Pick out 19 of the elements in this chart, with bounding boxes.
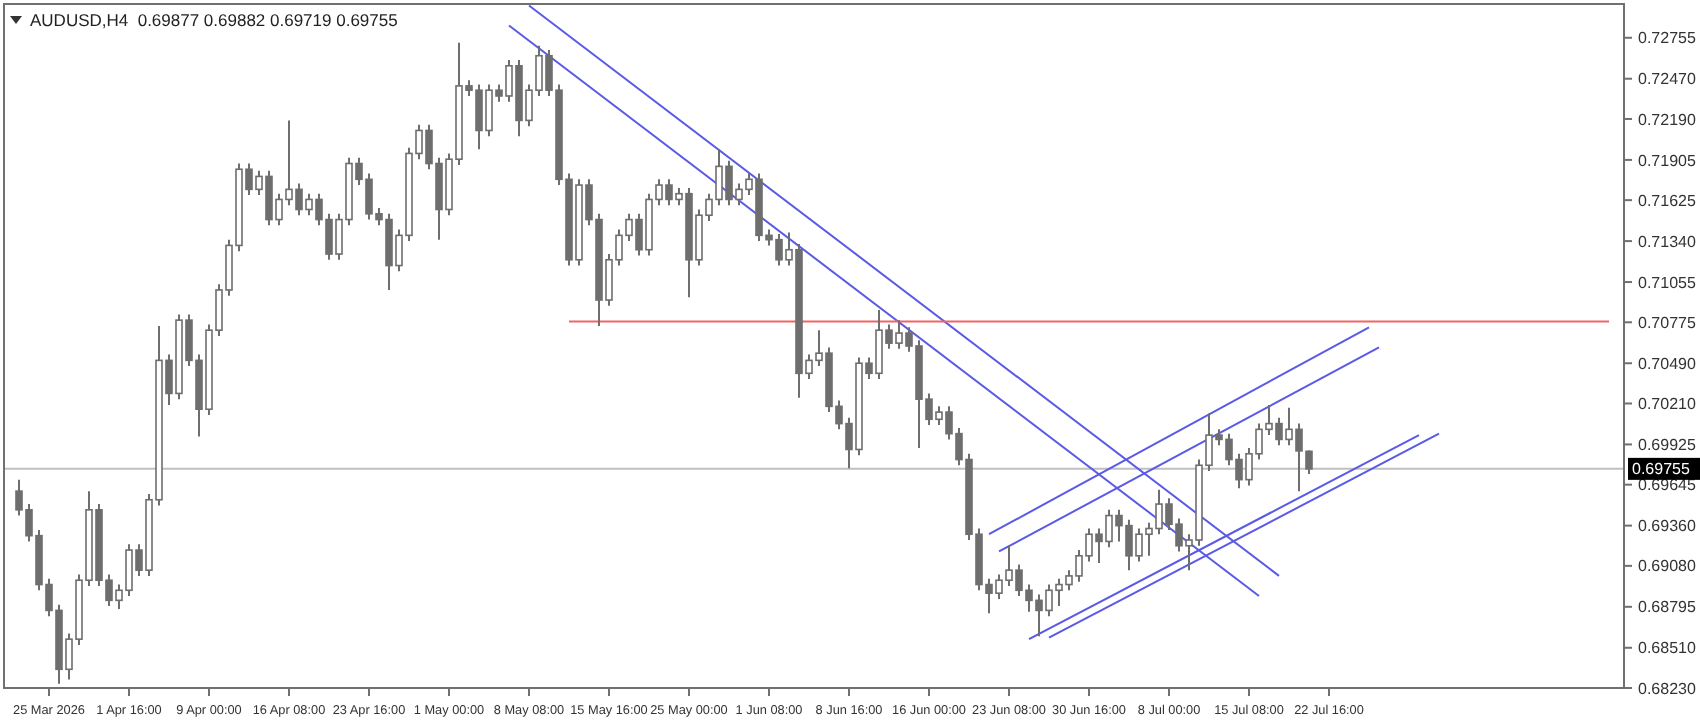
y-tick-label: 0.71055	[1638, 273, 1697, 292]
y-tick-label: 0.69360	[1638, 517, 1697, 536]
y-tick-label: 0.71625	[1638, 191, 1697, 210]
y-tick-label: 0.72190	[1638, 110, 1697, 129]
y-tick-label: 0.68795	[1638, 598, 1697, 617]
y-tick-label: 0.70210	[1638, 395, 1697, 414]
ref-line-label: 0.69755	[1632, 460, 1691, 479]
y-tick-label: 0.72755	[1638, 29, 1697, 48]
y-tick-label: 0.68230	[1638, 679, 1697, 698]
y-tick-label: 0.71340	[1638, 232, 1697, 251]
y-tick-label: 0.69925	[1638, 436, 1697, 455]
y-tick-label: 0.72470	[1638, 70, 1697, 89]
y-tick-label: 0.70490	[1638, 354, 1697, 373]
y-tick-label: 0.69080	[1638, 557, 1697, 576]
y-tick-label: 0.68510	[1638, 639, 1697, 658]
y-tick-label: 0.69645	[1638, 476, 1697, 495]
chart-title: AUDUSD,H4 0.69877 0.69882 0.69719 0.69755	[30, 10, 399, 30]
y-tick-label: 0.71905	[1638, 151, 1697, 170]
y-tick-label: 0.70775	[1638, 313, 1697, 332]
